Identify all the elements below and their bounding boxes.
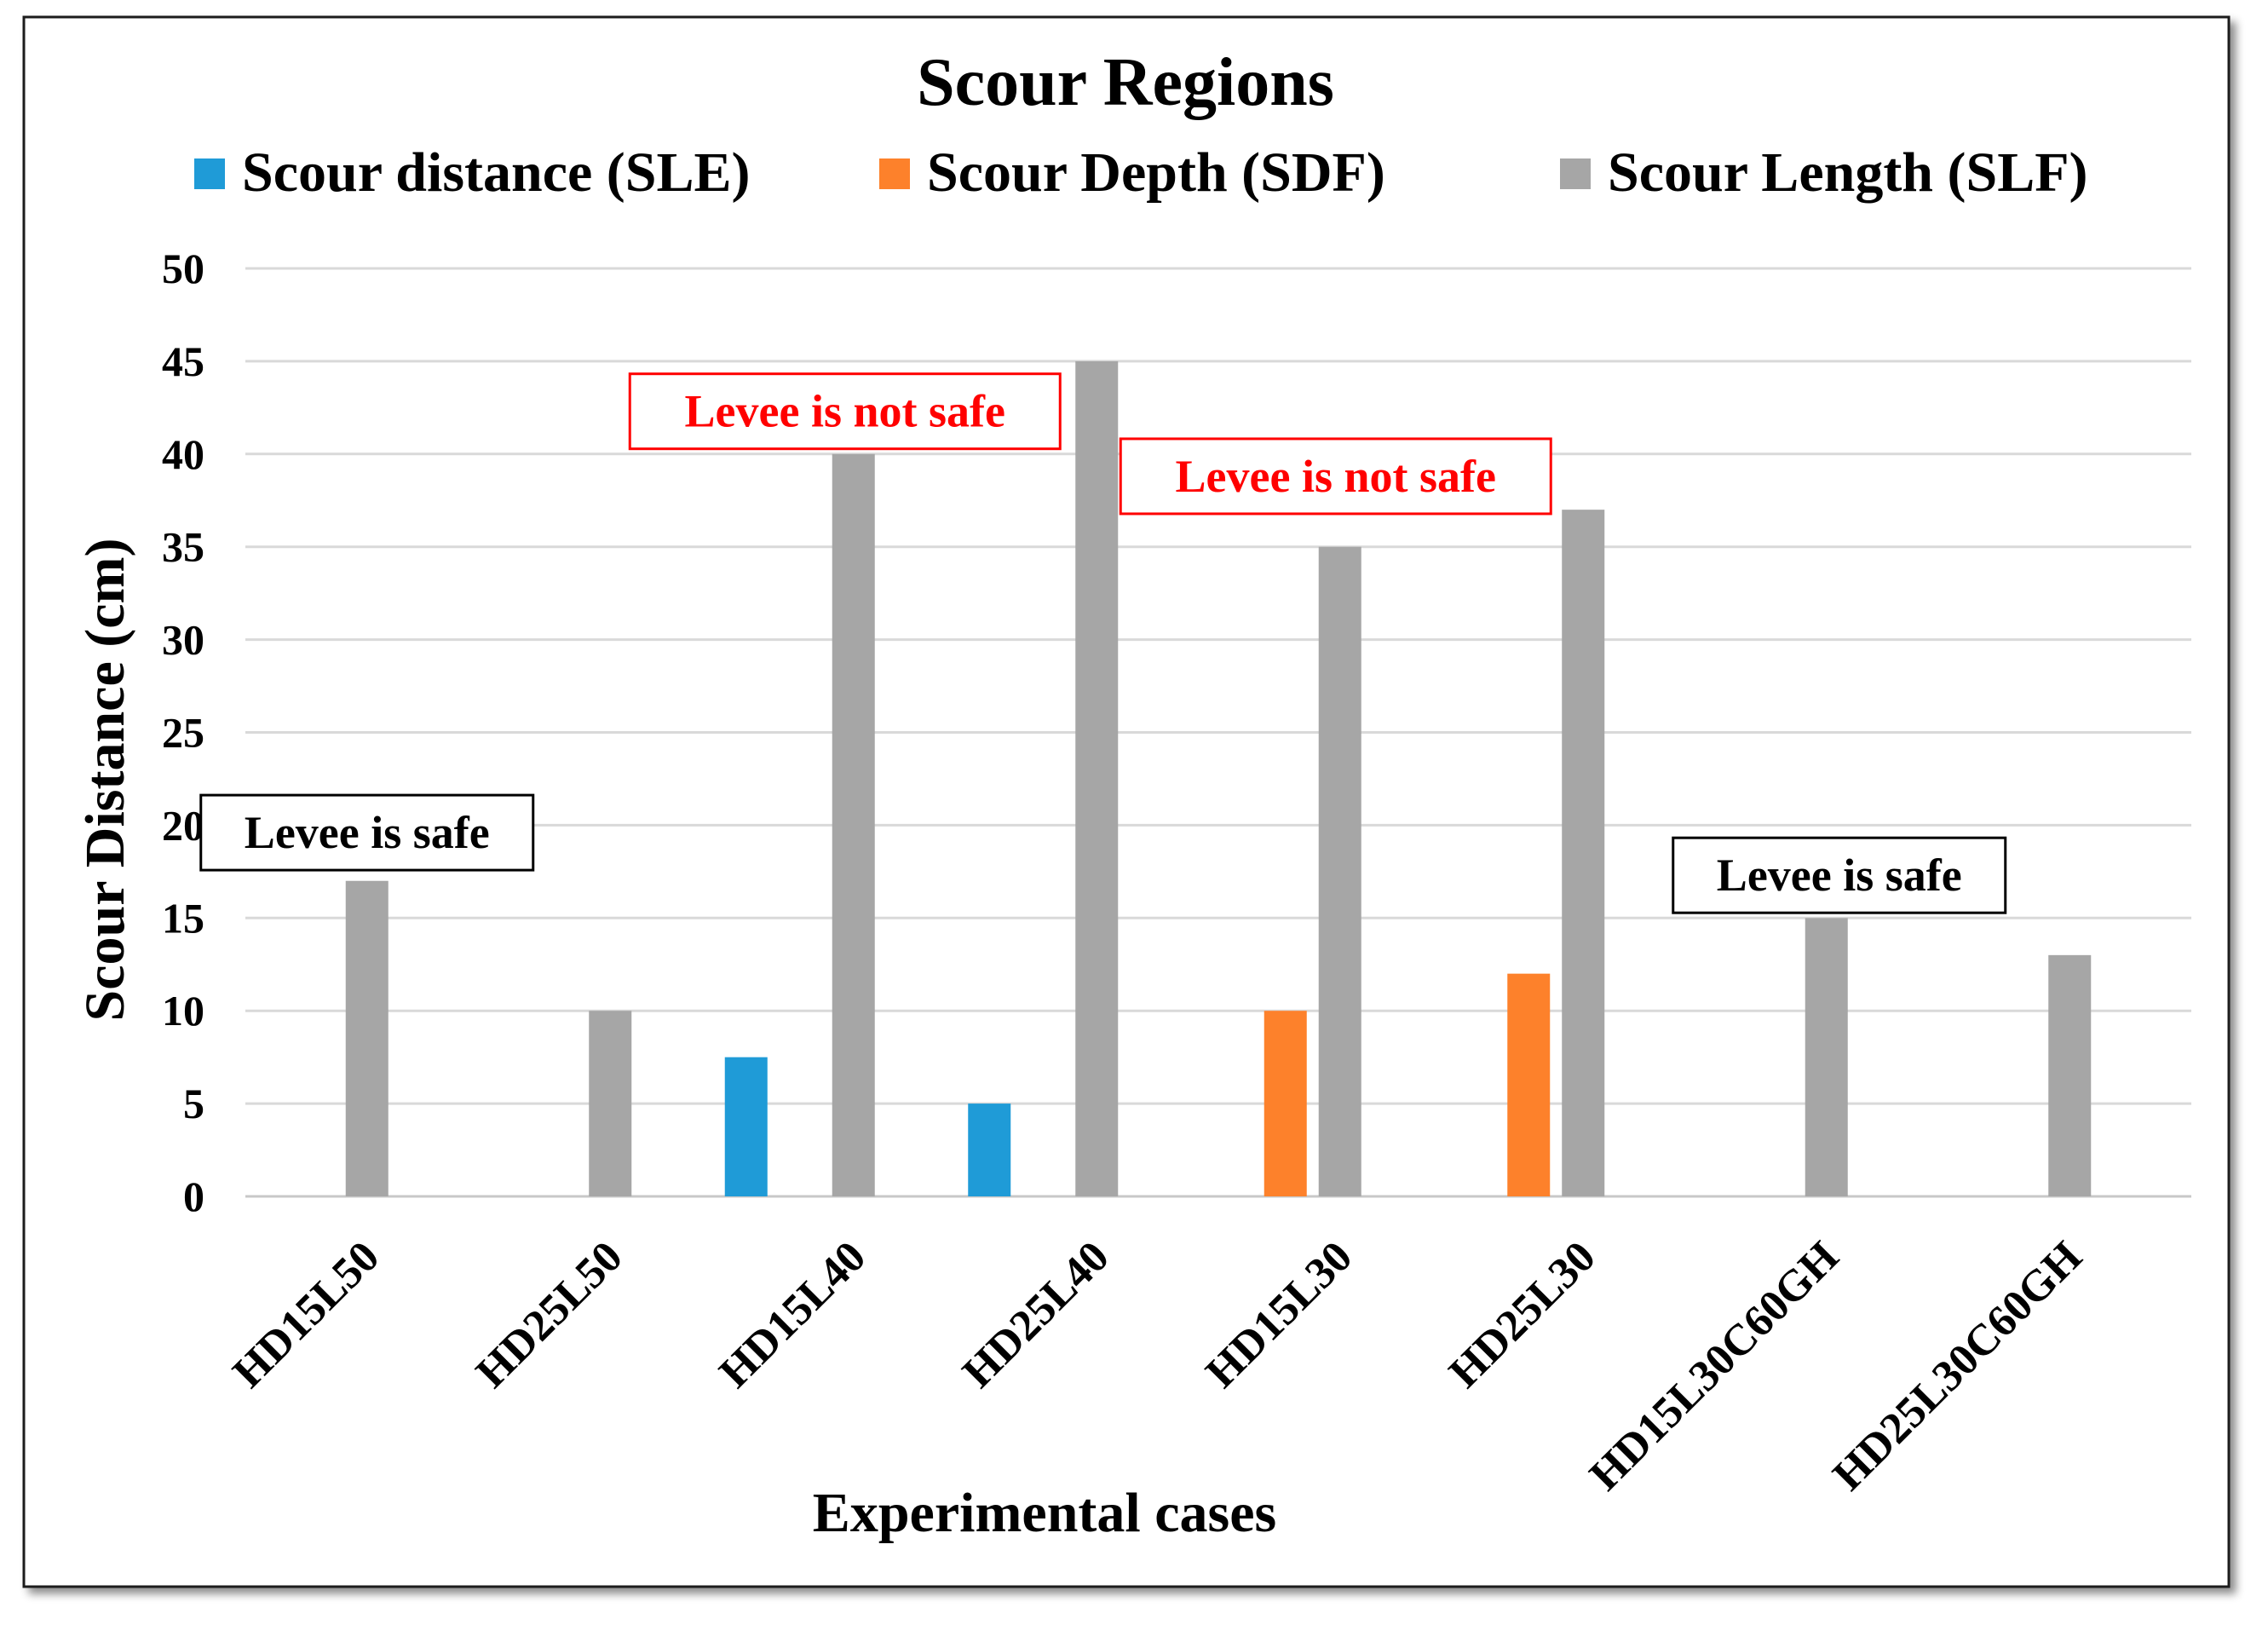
chart-title: Scour Regions (917, 45, 1334, 120)
annotations: Levee is safe Levee is not safe Levee is n… (199, 372, 2007, 914)
legend-label: Scour Depth (SDF) (927, 141, 1385, 204)
y-tick-label: 15 (162, 894, 204, 942)
annotation-frame (1119, 437, 1552, 516)
annotation-box: Levee is not safe (1119, 437, 1552, 516)
annotation-box: Levee is not safe (628, 372, 1062, 451)
y-tick-label: 35 (162, 523, 204, 571)
bar-HD15L30-series-3 (1318, 546, 1361, 1196)
annotation-text: Levee is not safe (685, 386, 1005, 437)
y-tick-label: 20 (162, 801, 204, 849)
annotation-text: Levee is not safe (1176, 451, 1496, 502)
y-tick-label: 30 (162, 616, 204, 664)
bar-HD15L30C60GH-series-3 (1805, 918, 1848, 1196)
legend-swatch (1560, 158, 1591, 189)
bar-HD15L30-series-2 (1264, 1011, 1307, 1196)
legend-item[interactable]: Scour distance (SLE) (194, 141, 751, 204)
legend-swatch (194, 158, 225, 189)
bar-HD25L40-series-3 (1075, 360, 1119, 1196)
annotation-box: Levee is safe (1672, 836, 2007, 914)
y-tick-label: 25 (162, 709, 204, 757)
legend-swatch (879, 158, 910, 189)
annotation-text: Levee is safe (1717, 850, 1962, 901)
bar-HD15L40-series-3 (832, 453, 875, 1196)
annotation-frame (199, 793, 535, 872)
x-axis-label: Experimental cases (813, 1482, 1276, 1544)
legend-label: Scour Length (SLF) (1608, 141, 2088, 204)
bar-HD15L50-series-3 (345, 880, 389, 1196)
y-axis-ticks: 0 5 10 15 20 25 30 35 40 45 50 (162, 245, 204, 1220)
bar-HD15L40-series-1 (724, 1057, 768, 1196)
y-tick-label: 40 (162, 430, 204, 478)
y-tick-label: 50 (162, 245, 204, 292)
bar-HD25L30-series-3 (1562, 510, 1605, 1196)
annotation-box: Levee is safe (199, 793, 535, 872)
legend-item[interactable]: Scour Depth (SDF) (879, 141, 1385, 204)
bar-HD25L30-series-2 (1507, 973, 1551, 1196)
bar-HD25L40-series-1 (968, 1104, 1011, 1196)
annotation-frame (1672, 836, 2007, 914)
y-axis-label: Scour Distance (cm) (74, 539, 136, 1022)
y-tick-label: 45 (162, 337, 204, 385)
bar-HD25L50-series-3 (589, 1011, 632, 1196)
y-tick-label: 5 (183, 1080, 204, 1127)
legend-item[interactable]: Scour Length (SLF) (1560, 141, 2088, 204)
y-tick-label: 10 (162, 987, 204, 1034)
annotation-frame (628, 372, 1062, 451)
legend-label: Scour distance (SLE) (242, 141, 751, 204)
legend[interactable]: Scour distance (SLE) Scour Depth (SDF) Sco… (194, 141, 2088, 204)
y-tick-label: 0 (183, 1173, 204, 1220)
bar-HD25L30C60GH-series-3 (2048, 954, 2092, 1196)
bars (345, 360, 2092, 1196)
annotation-text: Levee is safe (245, 807, 490, 858)
